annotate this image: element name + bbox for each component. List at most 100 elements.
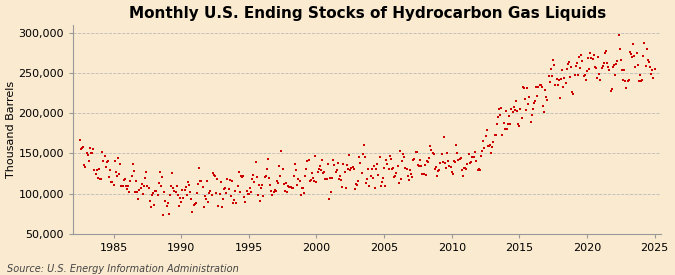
Point [159,190,169,194]
Point [475,168,485,172]
Point [308,179,319,183]
Point [490,133,501,138]
Point [170,190,181,195]
Point [128,161,138,166]
Point [325,176,335,181]
Point [381,158,392,162]
Point [483,143,494,148]
Point [155,170,165,174]
Point [549,63,560,67]
Point [136,182,147,187]
Point [502,127,512,131]
Point [451,143,462,148]
Point [269,188,280,192]
Point [259,175,270,179]
Point [383,167,394,171]
Point [365,174,376,178]
Point [583,56,593,60]
Point [207,171,218,175]
Title: Monthly U.S. Ending Stocks of Hydrocarbon Gas Liquids: Monthly U.S. Ending Stocks of Hydrocarbo… [128,6,605,21]
Point [524,95,535,99]
Point [322,162,333,167]
Point [311,180,322,184]
Point [177,188,188,192]
Point [338,162,349,166]
Y-axis label: Thousand Barrels: Thousand Barrels [5,81,16,178]
Point [128,169,139,174]
Point [496,106,507,110]
Point [167,171,178,175]
Point [84,146,95,150]
Point [437,159,448,164]
Point [173,204,184,208]
Point [80,165,90,169]
Point [537,85,547,89]
Point [308,176,319,180]
Point [157,174,167,179]
Point [189,202,200,207]
Point [414,164,425,168]
Point [364,183,375,188]
Point [632,63,643,67]
Point [117,184,128,189]
Point [462,162,473,166]
Point [543,73,554,78]
Point [559,76,570,80]
Point [604,67,615,72]
Point [647,68,657,72]
Point [190,201,201,205]
Point [89,168,100,172]
Point [101,165,111,170]
Point [434,167,445,172]
Point [188,203,199,207]
Point [592,76,603,81]
Point [618,78,628,82]
Point [116,184,127,188]
Point [497,133,508,137]
Point [95,177,105,182]
Point [411,149,422,154]
Point [295,193,306,197]
Point [587,57,598,61]
Point [281,190,292,194]
Point [125,179,136,183]
Point [599,51,610,55]
Point [114,172,125,176]
Point [552,83,563,87]
Point [350,181,361,186]
Point [375,184,386,188]
Point [108,183,119,187]
Point [402,174,413,178]
Point [500,126,510,131]
Point [271,179,282,183]
Point [195,178,206,183]
Point [284,185,295,190]
Point [343,166,354,171]
Point [398,152,408,156]
Point [109,159,120,163]
Point [409,157,420,161]
Point [387,167,398,171]
Point [279,189,290,193]
Point [578,73,589,78]
Point [582,69,593,73]
Point [158,213,169,217]
Point [438,134,449,139]
Point [517,85,528,89]
Point [88,147,99,151]
Point [303,158,314,162]
Point [315,164,325,168]
Point [471,159,482,163]
Point [155,184,166,188]
Point [486,151,497,156]
Point [204,191,215,196]
Point [290,162,300,166]
Point [523,101,534,106]
Point [560,81,571,85]
Point [452,151,463,155]
Point [267,193,278,197]
Point [302,159,313,163]
Point [443,159,454,163]
Point [234,190,245,194]
Point [412,162,423,167]
